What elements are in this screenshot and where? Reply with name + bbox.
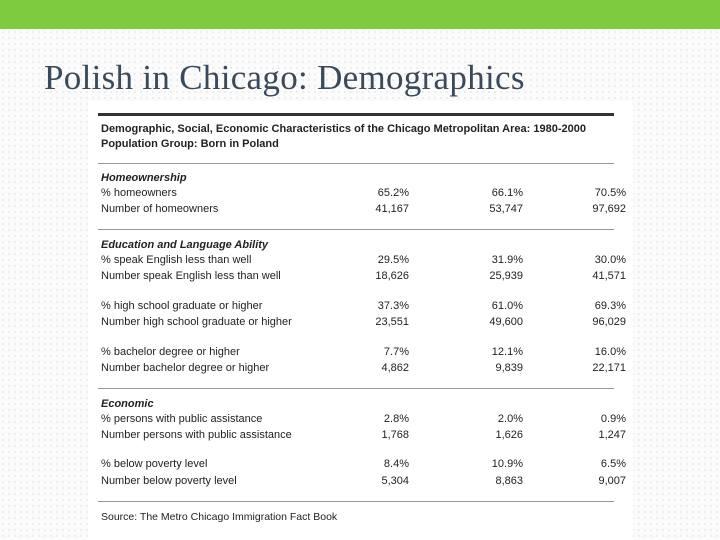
row-value-1990: 9,839 (495, 362, 523, 374)
row-label: Number bachelor degree or higher (101, 362, 270, 374)
table-heading: Demographic, Social, Economic Characteri… (101, 122, 621, 152)
table-heading-line2: Population Group: Born in Poland (101, 138, 279, 150)
row-value-2000: 30.0% (594, 254, 626, 266)
row-value-2000: 16.0% (594, 346, 626, 358)
row-value-2000: 22,171 (592, 362, 626, 374)
row-label: Number below poverty level (101, 475, 237, 487)
row-value-1980: 65.2% (377, 187, 409, 199)
row-value-1980: 1,768 (381, 429, 409, 441)
row-value-2000: 0.9% (600, 413, 626, 425)
row-value-2000: 6.5% (600, 458, 626, 470)
table-row: % persons with public assistance 2.8% 2.… (101, 413, 631, 429)
row-value-1980: 23,551 (375, 316, 409, 328)
row-value-1990: 10.9% (491, 458, 523, 470)
row-label: Number of homeowners (101, 203, 219, 215)
section-title-homeownership: Homeownership (101, 172, 187, 184)
row-value-1990: 12.1% (491, 346, 523, 358)
table-row: Number high school graduate or higher 23… (101, 316, 631, 332)
row-value-2000: 69.3% (594, 300, 626, 312)
heading-divider (98, 163, 614, 164)
row-value-2000: 70.5% (594, 187, 626, 199)
row-label: % bachelor degree or higher (101, 346, 240, 358)
table-row: Number bachelor degree or higher 4,862 9… (101, 362, 631, 378)
table-row: % homeowners 65.2% 66.1% 70.5% (101, 187, 631, 203)
row-label: % persons with public assistance (101, 413, 263, 425)
section-divider (98, 388, 614, 389)
table-row: Number persons with public assistance 1,… (101, 429, 631, 445)
row-value-2000: 41,571 (592, 270, 626, 282)
row-label: % below poverty level (101, 458, 208, 470)
top-accent-bar (0, 0, 720, 29)
slide-title: Polish in Chicago: Demographics (44, 58, 525, 97)
row-value-2000: 9,007 (598, 475, 626, 487)
row-value-1990: 2.0% (497, 413, 523, 425)
row-value-1990: 49,600 (489, 316, 523, 328)
row-value-1990: 53,747 (489, 203, 523, 215)
row-value-1980: 37.3% (377, 300, 409, 312)
section-title-economic: Economic (101, 398, 154, 410)
row-label: Number high school graduate or higher (101, 316, 292, 328)
row-label: Number speak English less than well (101, 270, 281, 282)
row-value-1980: 41,167 (375, 203, 409, 215)
row-value-1990: 1,626 (495, 429, 523, 441)
row-label: Number persons with public assistance (101, 429, 292, 441)
row-value-1980: 5,304 (381, 475, 409, 487)
row-value-2000: 96,029 (592, 316, 626, 328)
row-value-1990: 31.9% (491, 254, 523, 266)
row-value-1980: 29.5% (377, 254, 409, 266)
row-label: % speak English less than well (101, 254, 252, 266)
row-value-1980: 8.4% (383, 458, 409, 470)
table-row: % speak English less than well 29.5% 31.… (101, 254, 631, 270)
table-row: % bachelor degree or higher 7.7% 12.1% 1… (101, 346, 631, 362)
table-row: Number of homeowners 41,167 53,747 97,69… (101, 203, 631, 219)
row-value-1980: 18,626 (375, 270, 409, 282)
source-divider (98, 501, 614, 502)
row-label: % homeowners (101, 187, 177, 199)
row-value-1990: 8,863 (495, 475, 523, 487)
row-value-1980: 7.7% (383, 346, 409, 358)
row-value-1990: 25,939 (489, 270, 523, 282)
table-row: % high school graduate or higher 37.3% 6… (101, 300, 631, 316)
row-value-2000: 97,692 (592, 203, 626, 215)
row-value-1980: 4,862 (381, 362, 409, 374)
row-value-1990: 66.1% (491, 187, 523, 199)
table-source: Source: The Metro Chicago Immigration Fa… (101, 511, 338, 523)
table-top-rule (98, 113, 614, 116)
section-title-education: Education and Language Ability (101, 239, 269, 251)
row-label: % high school graduate or higher (101, 300, 263, 312)
table-heading-line1: Demographic, Social, Economic Characteri… (101, 123, 586, 135)
row-value-2000: 1,247 (598, 429, 626, 441)
table-row: Number below poverty level 5,304 8,863 9… (101, 475, 631, 491)
table-row: % below poverty level 8.4% 10.9% 6.5% (101, 458, 631, 474)
section-divider (98, 229, 614, 230)
table-row: Number speak English less than well 18,6… (101, 270, 631, 286)
row-value-1980: 2.8% (383, 413, 409, 425)
row-value-1990: 61.0% (491, 300, 523, 312)
demographics-table: Demographic, Social, Economic Characteri… (88, 101, 633, 540)
